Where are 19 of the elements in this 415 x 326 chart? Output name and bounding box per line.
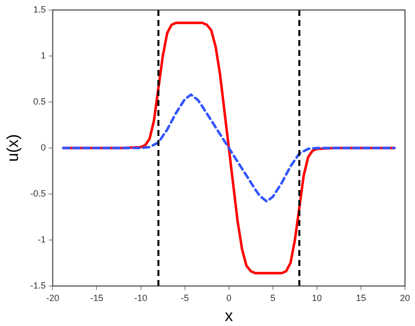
x-tick-label: 20 <box>400 292 410 303</box>
x-tick-label: 10 <box>312 292 322 303</box>
x-axis-title: x <box>224 308 233 325</box>
y-tick-label: -0.5 <box>30 188 46 198</box>
x-tick-label: 5 <box>270 292 276 303</box>
y-tick-label: 0 <box>40 142 46 152</box>
y-tick-label: 0.5 <box>33 96 46 106</box>
line-series <box>62 93 396 203</box>
y-axis-title: u(x) <box>5 134 22 162</box>
y-tick-label: 1 <box>40 50 46 60</box>
x-tick-label: -10 <box>134 292 148 303</box>
y-tick-label: -1 <box>38 234 46 244</box>
x-tick-label: -5 <box>180 292 189 303</box>
x-tick-label: -20 <box>46 292 60 303</box>
y-tick-label: 1.5 <box>33 4 46 14</box>
x-tick-label: -15 <box>90 292 104 303</box>
y-tick-label: -1.5 <box>30 280 46 290</box>
x-tick-label: 0 <box>226 292 232 303</box>
x-tick-label: 15 <box>356 292 366 303</box>
